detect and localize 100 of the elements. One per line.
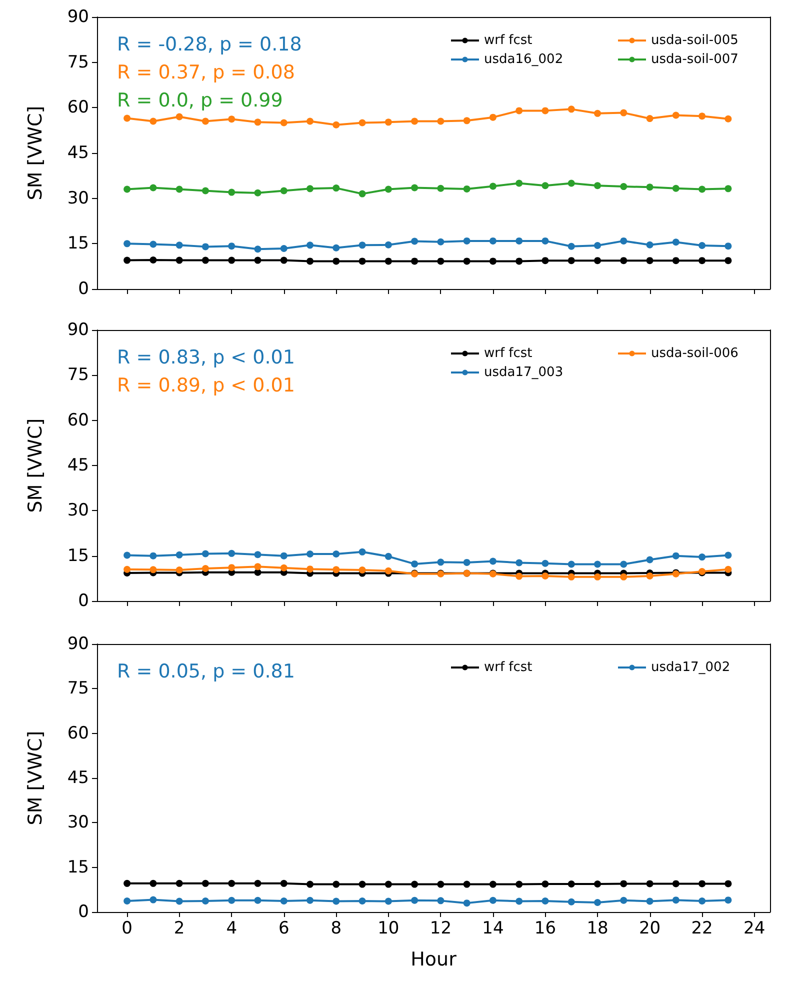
point [358, 566, 366, 574]
point [332, 244, 340, 252]
point [542, 257, 549, 264]
point [594, 898, 602, 906]
point [176, 880, 183, 887]
y-tick-label: 45 [67, 768, 89, 788]
legend-label: usda-soil-006 [651, 346, 738, 361]
point [489, 558, 496, 565]
point [202, 564, 209, 572]
point [332, 184, 340, 192]
point [124, 880, 131, 887]
point [176, 256, 183, 264]
point [568, 560, 575, 568]
point [411, 184, 418, 192]
point [202, 550, 209, 558]
point [358, 258, 366, 265]
point [698, 112, 706, 120]
x-tick-label: 12 [430, 918, 452, 938]
point [306, 118, 314, 125]
point [332, 258, 340, 265]
point [437, 558, 444, 566]
point [463, 237, 470, 244]
y-tick-label: 90 [67, 320, 89, 340]
point [594, 242, 602, 249]
point [516, 237, 523, 244]
point [254, 896, 262, 904]
point [672, 238, 680, 246]
point [150, 184, 157, 192]
point [358, 548, 366, 556]
x-tick-label: 8 [330, 918, 342, 938]
point [332, 550, 340, 558]
point [568, 242, 575, 250]
point [646, 241, 654, 248]
x-tick-label: 4 [226, 918, 238, 938]
point [724, 257, 732, 264]
point [306, 242, 314, 249]
point [280, 552, 288, 560]
point [594, 560, 602, 568]
point [280, 256, 288, 264]
point [620, 896, 628, 904]
point [254, 118, 262, 126]
point [724, 552, 732, 559]
point [646, 115, 654, 122]
point [542, 897, 549, 904]
legend-label: wrf fcst [484, 660, 532, 675]
point [620, 573, 628, 580]
x-tick-label: 22 [691, 918, 713, 938]
point [280, 880, 288, 887]
point [306, 185, 314, 192]
point [437, 880, 444, 888]
point [384, 258, 392, 265]
y-tick-label: 0 [78, 902, 89, 922]
y-tick-label: 90 [67, 7, 89, 27]
legend-label: usda-soil-005 [651, 33, 738, 48]
point [698, 880, 706, 888]
point [358, 190, 366, 198]
point [463, 880, 470, 888]
point [463, 117, 470, 124]
y-tick-label: 75 [67, 365, 89, 386]
y-tick-label: 30 [67, 812, 89, 833]
point [698, 897, 706, 904]
point [489, 880, 496, 888]
point [332, 566, 340, 574]
point [437, 184, 444, 192]
x-tick-label: 2 [174, 918, 185, 938]
point [306, 880, 314, 888]
point [202, 897, 209, 904]
x-tick-label: 14 [482, 918, 504, 938]
point [124, 897, 131, 904]
y-tick-label: 45 [67, 143, 89, 163]
point [280, 245, 288, 252]
point [150, 896, 157, 904]
legend-label: wrf fcst [484, 346, 532, 361]
point [672, 184, 680, 192]
point [594, 880, 602, 888]
point [672, 112, 680, 119]
point [672, 880, 680, 888]
point [463, 185, 470, 192]
y-tick-label: 90 [67, 634, 89, 654]
point [620, 560, 628, 568]
x-tick-label: 16 [534, 918, 556, 938]
y-tick-label: 75 [67, 52, 89, 72]
y-tick-label: 0 [78, 279, 89, 299]
point [124, 256, 131, 264]
point [306, 550, 314, 558]
point [724, 896, 732, 904]
y-axis-title: SM [VWC] [24, 418, 46, 513]
point [280, 897, 288, 904]
point [176, 551, 183, 558]
point [698, 186, 706, 193]
y-tick-label: 45 [67, 456, 89, 476]
point [594, 573, 602, 580]
point [620, 257, 628, 264]
point [672, 896, 680, 904]
point [542, 107, 549, 114]
point [516, 180, 523, 187]
point [724, 880, 732, 888]
point [411, 238, 418, 245]
point [411, 896, 418, 904]
point [698, 257, 706, 264]
